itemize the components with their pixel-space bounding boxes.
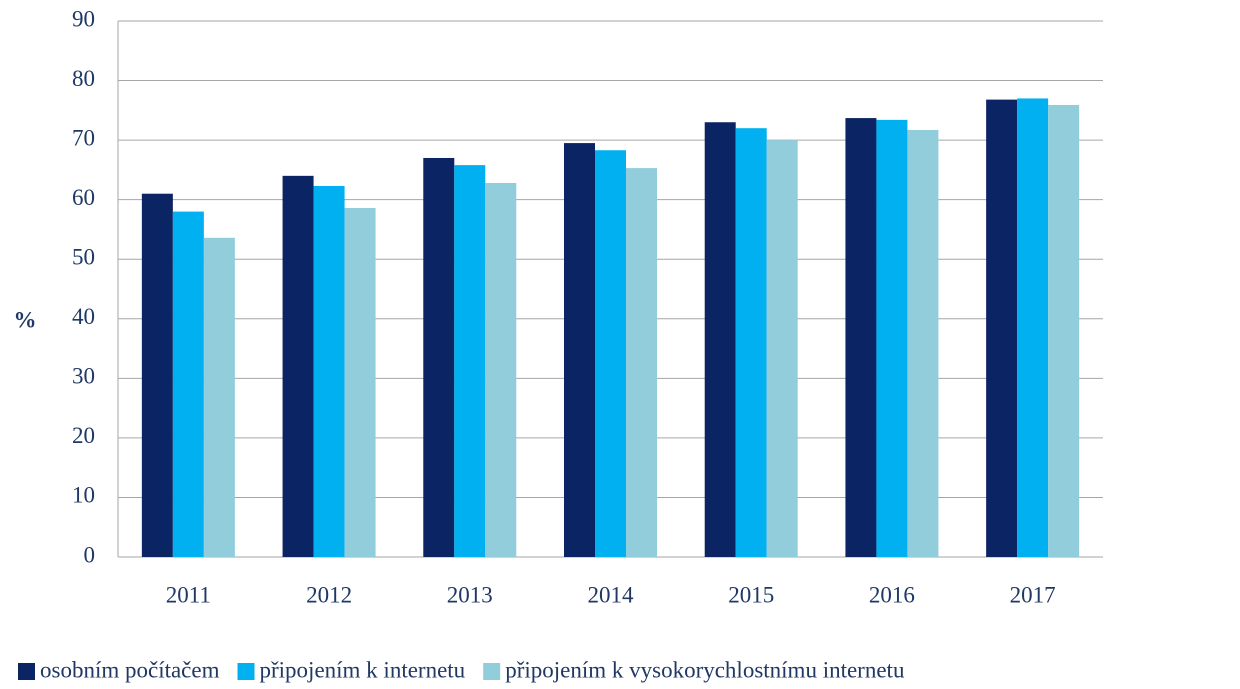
y-tick-label: 80	[72, 66, 95, 91]
y-tick-label: 40	[72, 304, 95, 329]
bar	[485, 182, 517, 558]
x-tick-label: 2013	[447, 582, 493, 607]
bar	[203, 237, 235, 557]
bar	[1048, 104, 1080, 558]
x-tick-label: 2017	[1010, 582, 1056, 607]
y-tick-label: 20	[72, 423, 95, 448]
x-tick-label: 2015	[728, 582, 774, 607]
x-tick-label: 2016	[869, 582, 915, 607]
bar	[423, 157, 455, 557]
y-axis-label: %	[14, 307, 37, 332]
legend-label: osobním počítačem	[40, 657, 220, 682]
bar	[626, 168, 657, 557]
y-tick-label: 10	[72, 483, 95, 508]
bar	[454, 165, 486, 557]
x-tick-label: 2011	[166, 582, 211, 607]
bar	[735, 128, 767, 557]
legend-swatch	[237, 663, 255, 680]
bar	[313, 185, 345, 558]
y-tick-label: 70	[72, 125, 95, 150]
bar	[1017, 98, 1049, 557]
bar	[704, 122, 736, 557]
legend-label: připojením k vysokorychlostnímu internet…	[505, 657, 905, 682]
bar	[766, 140, 798, 557]
legend-swatch	[483, 663, 501, 680]
y-tick-label: 0	[84, 542, 96, 567]
bar	[595, 150, 626, 558]
legend-swatch	[18, 663, 35, 680]
y-tick-label: 50	[72, 245, 95, 270]
bar	[986, 99, 1018, 557]
bar	[282, 175, 314, 557]
bar	[344, 208, 376, 557]
bar	[907, 129, 939, 557]
bar	[876, 119, 908, 558]
legend-label: připojením k internetu	[260, 657, 466, 682]
bar	[564, 143, 595, 558]
y-tick-label: 90	[72, 6, 95, 31]
y-tick-label: 60	[72, 185, 95, 210]
bar	[141, 193, 173, 557]
bar	[845, 118, 877, 557]
x-tick-label: 2012	[306, 582, 352, 607]
y-tick-label: 30	[72, 364, 95, 389]
x-tick-label: 2014	[588, 582, 635, 607]
bar	[172, 211, 204, 558]
